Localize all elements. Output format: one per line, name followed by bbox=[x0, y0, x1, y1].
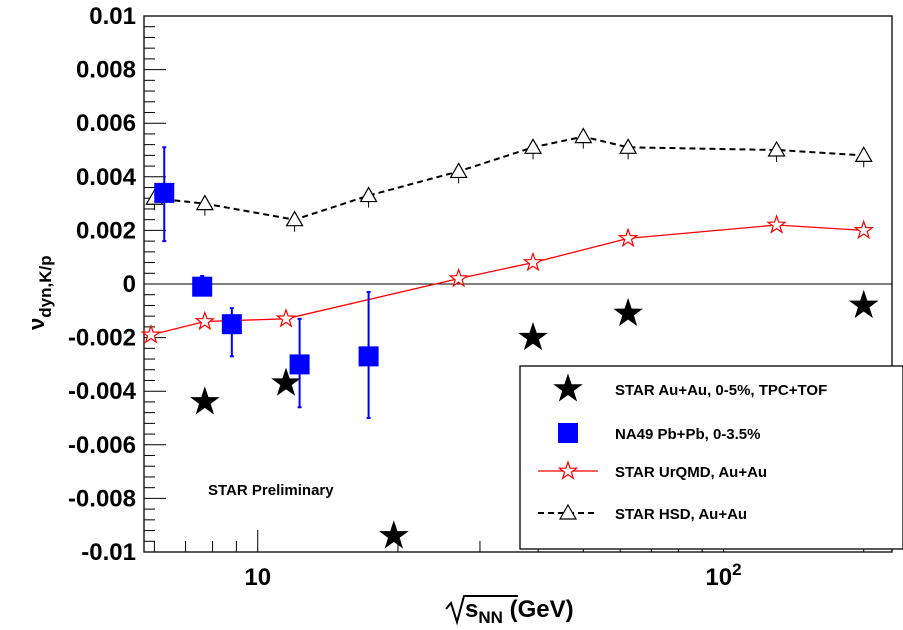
x-tick-label: 10 bbox=[244, 564, 271, 591]
x-axis-title: sNN (GeV) bbox=[445, 595, 574, 627]
y-tick-label: 0.01 bbox=[89, 3, 136, 30]
data-point bbox=[848, 289, 879, 319]
y-tick-label: -0.002 bbox=[68, 325, 136, 352]
legend-marker bbox=[558, 503, 578, 520]
svg-text:sNN (GeV): sNN (GeV) bbox=[465, 596, 574, 627]
data-point bbox=[194, 310, 216, 331]
legend-marker bbox=[557, 460, 579, 480]
y-tick-label: 0.008 bbox=[76, 57, 136, 84]
y-axis-label-sub: dyn,K/p bbox=[36, 255, 55, 317]
series-layer bbox=[140, 127, 879, 549]
data-point bbox=[289, 354, 310, 375]
series-line bbox=[154, 135, 864, 221]
data-point bbox=[379, 520, 409, 549]
legend-label: STAR UrQMD, Au+Au bbox=[615, 464, 767, 481]
data-point bbox=[619, 138, 638, 154]
x-tick-label: 102 bbox=[705, 560, 741, 591]
legend-marker bbox=[558, 423, 578, 443]
y-tick-label: 0.004 bbox=[76, 164, 137, 191]
legend-marker bbox=[553, 373, 583, 402]
data-point bbox=[766, 214, 787, 234]
data-point bbox=[522, 251, 544, 272]
series-line bbox=[150, 224, 864, 336]
y-tick-label: 0.006 bbox=[76, 110, 136, 137]
data-point bbox=[449, 162, 468, 179]
y-tick-label: -0.004 bbox=[68, 378, 137, 405]
legend-box bbox=[519, 365, 903, 550]
y-tick-label: -0.008 bbox=[68, 485, 136, 512]
data-point bbox=[140, 324, 162, 344]
data-point bbox=[271, 367, 301, 396]
data-point bbox=[190, 386, 220, 415]
data-point bbox=[518, 322, 548, 351]
annotation-star-preliminary: STAR Preliminary bbox=[208, 482, 334, 499]
series-3 bbox=[145, 127, 873, 232]
data-point bbox=[195, 194, 214, 211]
data-point bbox=[358, 346, 379, 367]
data-point bbox=[285, 210, 304, 227]
y-tick-label: -0.006 bbox=[68, 432, 136, 459]
data-point bbox=[617, 227, 639, 248]
series-1 bbox=[154, 146, 379, 419]
series-0 bbox=[190, 289, 879, 549]
data-point bbox=[192, 276, 213, 297]
data-point bbox=[854, 146, 873, 162]
legend-label: STAR Au+Au, 0-5%, TPC+TOF bbox=[615, 382, 827, 399]
legend: STAR Au+Au, 0-5%, TPC+TOF NA49 Pb+Pb, 0-3… bbox=[519, 365, 903, 550]
legend-label: NA49 Pb+Pb, 0-3.5% bbox=[615, 426, 760, 443]
data-point bbox=[613, 297, 643, 327]
axis-ticks: 0.01 0.008 0.006 0.004 0.002 0 -0.002 -0.004 -0.… bbox=[68, 3, 892, 591]
x-axis-label-sub: NN bbox=[478, 608, 503, 627]
data-point bbox=[275, 307, 297, 328]
series-2 bbox=[140, 214, 875, 344]
data-point bbox=[853, 219, 875, 240]
data-point bbox=[448, 267, 469, 288]
y-tick-label: 0.002 bbox=[76, 217, 136, 244]
x-axis-label-unit: (GeV) bbox=[510, 596, 574, 623]
svg-text:νdyn,K/p: νdyn,K/p bbox=[24, 255, 55, 330]
data-point bbox=[359, 186, 378, 203]
y-tick-label: 0 bbox=[123, 271, 136, 298]
y-axis-label-main: ν bbox=[24, 318, 49, 330]
data-point bbox=[523, 138, 543, 154]
data-point bbox=[574, 127, 593, 144]
data-point bbox=[767, 140, 786, 157]
data-point bbox=[221, 314, 242, 335]
sqrt-symbol bbox=[445, 595, 518, 626]
data-point bbox=[154, 182, 175, 203]
legend-label: STAR HSD, Au+Au bbox=[615, 506, 747, 523]
x-axis-label-main: s bbox=[465, 596, 478, 623]
y-tick-label: -0.01 bbox=[81, 539, 136, 566]
